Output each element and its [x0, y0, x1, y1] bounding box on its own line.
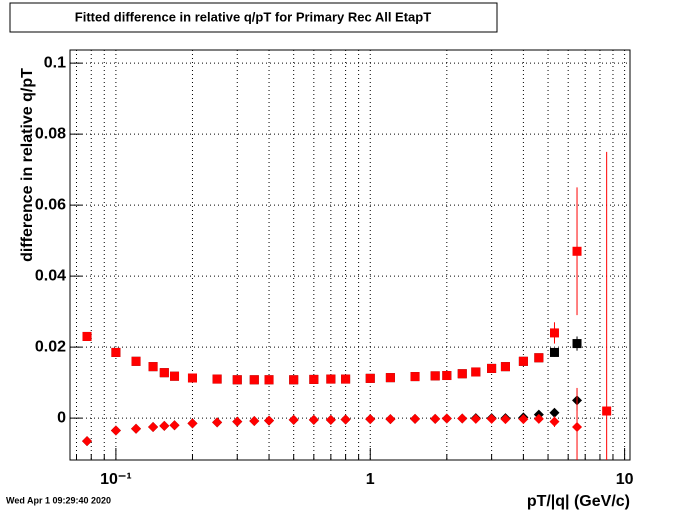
- y-tick-label: 0.04: [35, 267, 66, 284]
- diamond-marker: [288, 414, 299, 425]
- square-marker: [572, 246, 582, 256]
- diamond-marker: [187, 418, 198, 429]
- square-marker: [518, 356, 528, 366]
- timestamp: Wed Apr 1 09:29:40 2020: [6, 495, 111, 505]
- y-tick-label: 0: [57, 409, 66, 426]
- diamond-marker: [232, 416, 243, 427]
- square-marker: [264, 375, 274, 385]
- diamond-marker: [385, 414, 396, 425]
- square-marker: [249, 375, 259, 385]
- diamond-marker: [572, 421, 583, 432]
- square-marker: [148, 362, 158, 372]
- square-marker: [487, 363, 497, 373]
- square-marker: [430, 371, 440, 381]
- diamond-marker: [159, 420, 170, 431]
- y-axis-title: difference in relative q/pT: [19, 68, 36, 262]
- square-marker: [500, 362, 510, 372]
- square-marker: [385, 373, 395, 383]
- square-marker: [212, 374, 222, 384]
- y-tick-label: 0.1: [44, 54, 66, 71]
- x-tick-label: 1: [366, 471, 375, 488]
- square-marker: [365, 373, 375, 383]
- square-marker: [341, 374, 351, 384]
- square-marker: [82, 331, 92, 341]
- square-marker: [187, 373, 197, 383]
- square-marker: [309, 374, 319, 384]
- diamond-marker: [549, 416, 560, 427]
- x-tick-label: 10: [616, 471, 634, 488]
- square-marker: [549, 328, 559, 338]
- diamond-marker: [340, 414, 351, 425]
- diamond-marker: [212, 417, 223, 428]
- diamond-marker: [249, 415, 260, 426]
- x-axis-title: pT/|q| (GeV/c): [527, 493, 630, 510]
- diamond-marker: [441, 413, 452, 424]
- square-marker: [326, 374, 336, 384]
- title-box: [9, 2, 498, 33]
- square-marker: [289, 375, 299, 385]
- square-marker: [111, 347, 121, 357]
- y-tick-label: 0.08: [35, 125, 66, 142]
- diamond-marker: [500, 414, 511, 425]
- diamond-marker: [518, 414, 529, 425]
- square-marker: [572, 339, 582, 349]
- square-marker: [549, 347, 559, 357]
- square-marker: [457, 369, 467, 379]
- diamond-marker: [430, 413, 441, 424]
- square-marker: [159, 368, 169, 378]
- chart-title: Fitted difference in relative q/pT for P…: [75, 9, 431, 24]
- square-marker: [442, 371, 452, 381]
- diamond-marker: [110, 425, 121, 436]
- square-marker: [170, 371, 180, 381]
- diamond-marker: [131, 423, 142, 434]
- y-tick-label: 0.06: [35, 196, 66, 213]
- diamond-marker: [365, 414, 376, 425]
- diamond-marker: [486, 413, 497, 424]
- diamond-marker: [549, 407, 560, 418]
- diamond-marker: [169, 420, 180, 431]
- square-marker: [410, 372, 420, 382]
- diamond-marker: [410, 413, 421, 424]
- square-marker: [534, 353, 544, 363]
- diamond-marker: [457, 413, 468, 424]
- square-marker: [232, 375, 242, 385]
- diamond-marker: [148, 421, 159, 432]
- square-marker: [602, 406, 612, 416]
- y-tick-label: 0.02: [35, 338, 66, 355]
- square-marker: [131, 356, 141, 366]
- plot-frame: [69, 49, 631, 461]
- diamond-marker: [325, 414, 336, 425]
- diamond-marker: [470, 413, 481, 424]
- square-marker: [471, 367, 481, 377]
- diamond-marker: [264, 415, 275, 426]
- x-tick-label: 10⁻¹: [100, 471, 132, 488]
- diamond-marker: [82, 436, 93, 447]
- diamond-marker: [533, 413, 544, 424]
- diamond-marker: [308, 414, 319, 425]
